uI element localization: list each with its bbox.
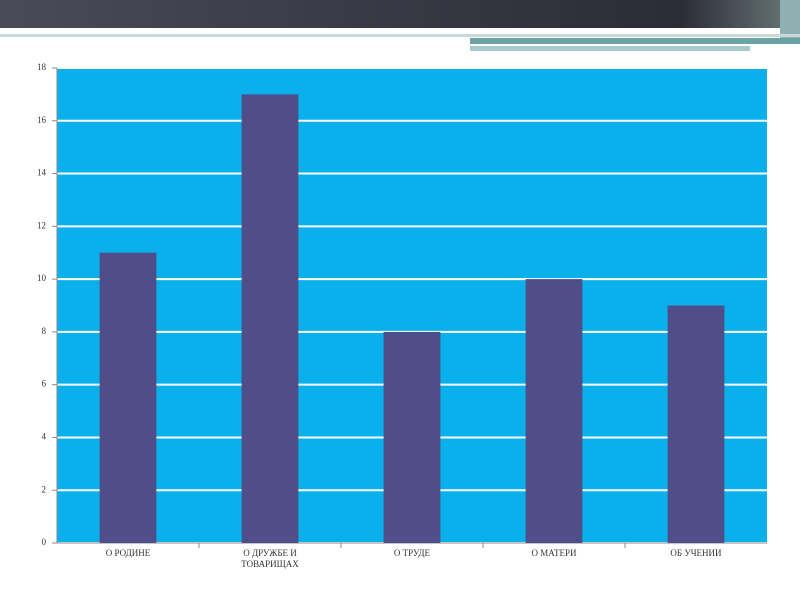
- bar: [241, 94, 299, 543]
- x-tick-label: О ДРУЖБЕ И ТОВАРИЩАХ: [241, 548, 299, 569]
- y-tick-label: 12: [37, 220, 46, 230]
- y-tick-label: 18: [37, 62, 47, 72]
- x-tick-label: О МАТЕРИ: [531, 548, 577, 558]
- x-tick-label: ОБ УЧЕНИИ: [670, 548, 722, 558]
- y-tick-label: 14: [37, 168, 47, 178]
- header-line: [0, 34, 800, 37]
- x-tick-label: О РОДИНЕ: [105, 548, 151, 558]
- y-tick-label: 16: [37, 115, 47, 125]
- y-tick-label: 0: [42, 537, 47, 547]
- y-tick-label: 4: [42, 432, 47, 442]
- y-tick-label: 6: [42, 379, 47, 389]
- y-tick-label: 10: [37, 273, 47, 283]
- bar: [667, 305, 725, 543]
- y-tick-label: 8: [42, 326, 47, 336]
- header-band: [0, 0, 800, 28]
- header-accent: [780, 0, 800, 40]
- y-tick-label: 2: [42, 484, 47, 494]
- x-tick-label: О ТРУДЕ: [393, 548, 431, 558]
- bar: [525, 279, 583, 543]
- bar: [99, 252, 157, 543]
- header-line: [470, 38, 800, 44]
- bar: [383, 331, 441, 543]
- header-line: [470, 46, 750, 51]
